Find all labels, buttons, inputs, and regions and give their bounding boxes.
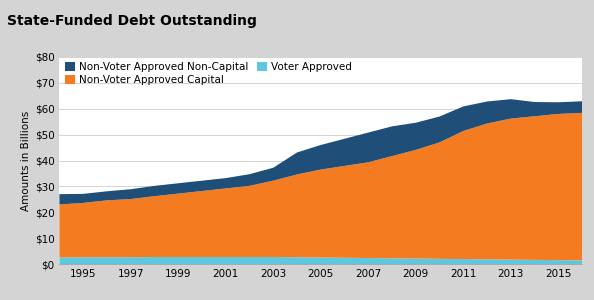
Y-axis label: Amounts in Billions: Amounts in Billions (21, 110, 31, 211)
Text: State-Funded Debt Outstanding: State-Funded Debt Outstanding (7, 14, 257, 28)
Legend: Non-Voter Approved Non-Capital, Non-Voter Approved Capital, Voter Approved: Non-Voter Approved Non-Capital, Non-Vote… (65, 62, 352, 85)
